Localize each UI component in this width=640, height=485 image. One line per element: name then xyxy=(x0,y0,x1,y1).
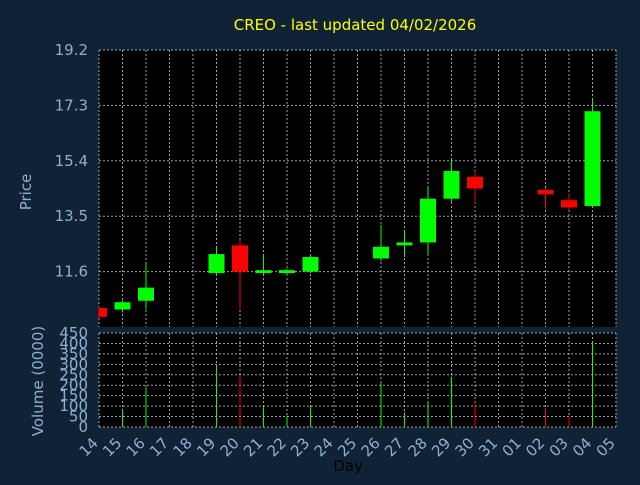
volume-axis-label: Volume (0000) xyxy=(29,326,47,436)
candle-body xyxy=(208,254,225,274)
price-axis-label: Price xyxy=(17,174,35,211)
volume-tick-label: 300 xyxy=(59,355,88,373)
price-tick-label: 19.2 xyxy=(55,41,88,59)
volume-tick-label: 0 xyxy=(78,418,88,436)
candle-body xyxy=(255,270,272,274)
candle-body xyxy=(99,308,107,317)
candle-body xyxy=(584,111,601,206)
candle-body xyxy=(114,302,131,310)
volume-tick-label: 200 xyxy=(59,376,88,394)
price-tick-label: 17.3 xyxy=(55,96,88,114)
candle-body xyxy=(537,189,554,195)
price-panel xyxy=(99,50,616,327)
price-tick-label: 13.5 xyxy=(55,207,88,225)
chart-title: CREO - last updated 04/02/2026 xyxy=(234,16,477,34)
candle-body xyxy=(279,270,295,274)
x-axis-label: Day xyxy=(333,457,363,475)
volume-tick-label: 50 xyxy=(69,408,88,426)
candle-body xyxy=(232,245,248,272)
volume-tick-label: 350 xyxy=(59,345,88,363)
volume-tick-label: 150 xyxy=(59,387,88,405)
price-tick-label: 15.4 xyxy=(55,152,88,170)
candle-body xyxy=(373,246,389,259)
volume-tick-label: 250 xyxy=(59,366,88,384)
candle-body xyxy=(138,287,154,301)
volume-panel xyxy=(99,333,616,427)
price-tick-label: 11.6 xyxy=(55,263,88,281)
candle-body xyxy=(420,198,436,243)
volume-bars xyxy=(122,341,593,427)
volume-tick-label: 400 xyxy=(59,334,88,352)
candle-body xyxy=(561,200,577,208)
volume-tick-label: 100 xyxy=(59,397,88,415)
candle-body xyxy=(467,176,483,189)
candle-body xyxy=(443,171,460,199)
candles xyxy=(98,99,601,319)
volume-tick-label: 450 xyxy=(59,324,88,342)
candle-body xyxy=(302,257,319,272)
price-tick-labels: 19.2 17.3 15.4 13.5 11.6 xyxy=(55,41,88,281)
candle-body xyxy=(396,242,413,246)
